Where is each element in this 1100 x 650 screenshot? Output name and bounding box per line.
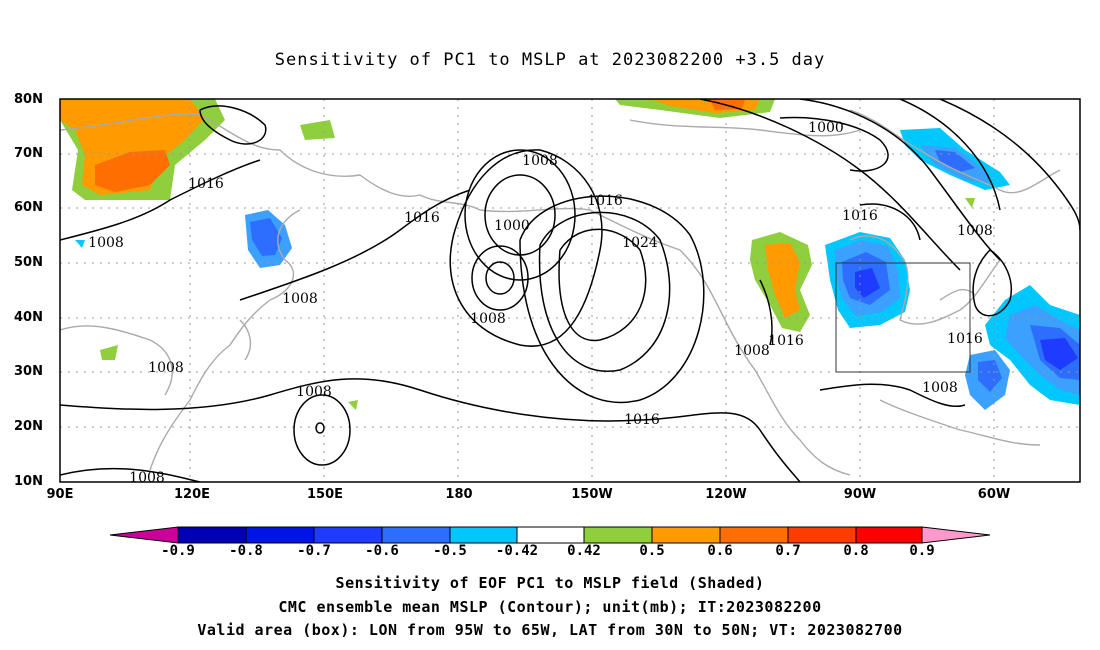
colorbar-label: 0.42 bbox=[567, 543, 601, 559]
colorbar-min-arrow bbox=[109, 526, 179, 544]
colorbar bbox=[109, 526, 991, 544]
lon-tick: 150E bbox=[306, 487, 344, 502]
contour-label: 1016 bbox=[624, 412, 660, 428]
contour-label: 1008 bbox=[957, 223, 993, 239]
colorbar-bin bbox=[381, 526, 451, 544]
contour-label: 1008 bbox=[282, 291, 318, 307]
colorbar-bin bbox=[787, 526, 857, 544]
contour-labels: 1016 1008 1008 1008 1008 1008 1008 1000 … bbox=[88, 120, 993, 486]
lat-tick: 10N bbox=[14, 474, 43, 489]
lat-tick: 70N bbox=[14, 146, 43, 161]
colorbar-bin bbox=[449, 526, 518, 544]
contour-label: 1016 bbox=[768, 333, 804, 349]
mslp-contours bbox=[60, 99, 1080, 482]
contour-label: 1008 bbox=[522, 153, 558, 169]
lon-tick: 150W bbox=[571, 487, 613, 502]
lon-tick: 180 bbox=[445, 487, 473, 502]
lat-tick: 50N bbox=[14, 255, 43, 270]
contour-label: 1016 bbox=[587, 193, 623, 209]
contour-label: 1008 bbox=[734, 343, 770, 359]
map-title: Sensitivity of PC1 to MSLP at 2023082200… bbox=[274, 50, 826, 70]
lon-tick: 120W bbox=[705, 487, 747, 502]
lat-tick: 80N bbox=[14, 92, 43, 107]
lat-tick: 20N bbox=[14, 419, 43, 434]
contour-label: 1008 bbox=[922, 380, 958, 396]
colorbar-label: 0.5 bbox=[639, 543, 665, 559]
colorbar-label: -0.42 bbox=[495, 543, 539, 559]
lat-tick: 60N bbox=[14, 200, 43, 215]
colorbar-label: -0.6 bbox=[365, 543, 399, 559]
colorbar-max-arrow bbox=[921, 526, 991, 544]
contour-label: 1016 bbox=[842, 208, 878, 224]
colorbar-bin bbox=[583, 526, 653, 544]
caption-valid-area: Valid area (box): LON from 95W to 65W, L… bbox=[197, 621, 903, 639]
colorbar-bin bbox=[516, 526, 585, 544]
contour-label: 1000 bbox=[808, 120, 844, 136]
colorbar-label: 0.6 bbox=[707, 543, 733, 559]
colorbar-label: -0.5 bbox=[433, 543, 467, 559]
sensitivity-shading bbox=[60, 99, 1080, 410]
colorbar-label: 0.8 bbox=[843, 543, 869, 559]
contour-label: 1008 bbox=[296, 384, 332, 400]
lon-tick: 90E bbox=[46, 487, 74, 502]
caption-shading: Sensitivity of EOF PC1 to MSLP field (Sh… bbox=[335, 574, 765, 592]
colorbar-bin bbox=[719, 526, 789, 544]
colorbar-bin bbox=[651, 526, 721, 544]
lon-tick: 60W bbox=[977, 487, 1011, 502]
contour-label: 1008 bbox=[148, 360, 184, 376]
colorbar-bin bbox=[855, 526, 923, 544]
contour-label: 1024 bbox=[622, 235, 658, 251]
contour-label: 1016 bbox=[947, 331, 983, 347]
map-frame bbox=[59, 98, 1081, 483]
coastlines bbox=[60, 109, 1061, 476]
colorbar-label: 0.7 bbox=[775, 543, 801, 559]
lat-tick: 30N bbox=[14, 364, 43, 379]
caption-contour: CMC ensemble mean MSLP (Contour); unit(m… bbox=[278, 598, 822, 616]
contour-label: 1008 bbox=[470, 311, 506, 327]
lat-tick: 40N bbox=[14, 310, 43, 325]
contour-label: 1008 bbox=[88, 235, 124, 251]
colorbar-label: -0.9 bbox=[161, 543, 195, 559]
colorbar-label: 0.9 bbox=[909, 543, 935, 559]
colorbar-bin bbox=[245, 526, 315, 544]
valid-area-box bbox=[835, 262, 971, 373]
contour-label: 1016 bbox=[404, 210, 440, 226]
contour-label: 1008 bbox=[129, 470, 165, 486]
lon-tick: 120E bbox=[173, 487, 211, 502]
colorbar-label: -0.7 bbox=[297, 543, 331, 559]
colorbar-bin bbox=[177, 526, 247, 544]
contour-label: 1016 bbox=[188, 176, 224, 192]
contour-label: 1000 bbox=[494, 218, 530, 234]
colorbar-bin bbox=[313, 526, 383, 544]
colorbar-label: -0.8 bbox=[229, 543, 263, 559]
lon-tick: 90W bbox=[843, 487, 877, 502]
